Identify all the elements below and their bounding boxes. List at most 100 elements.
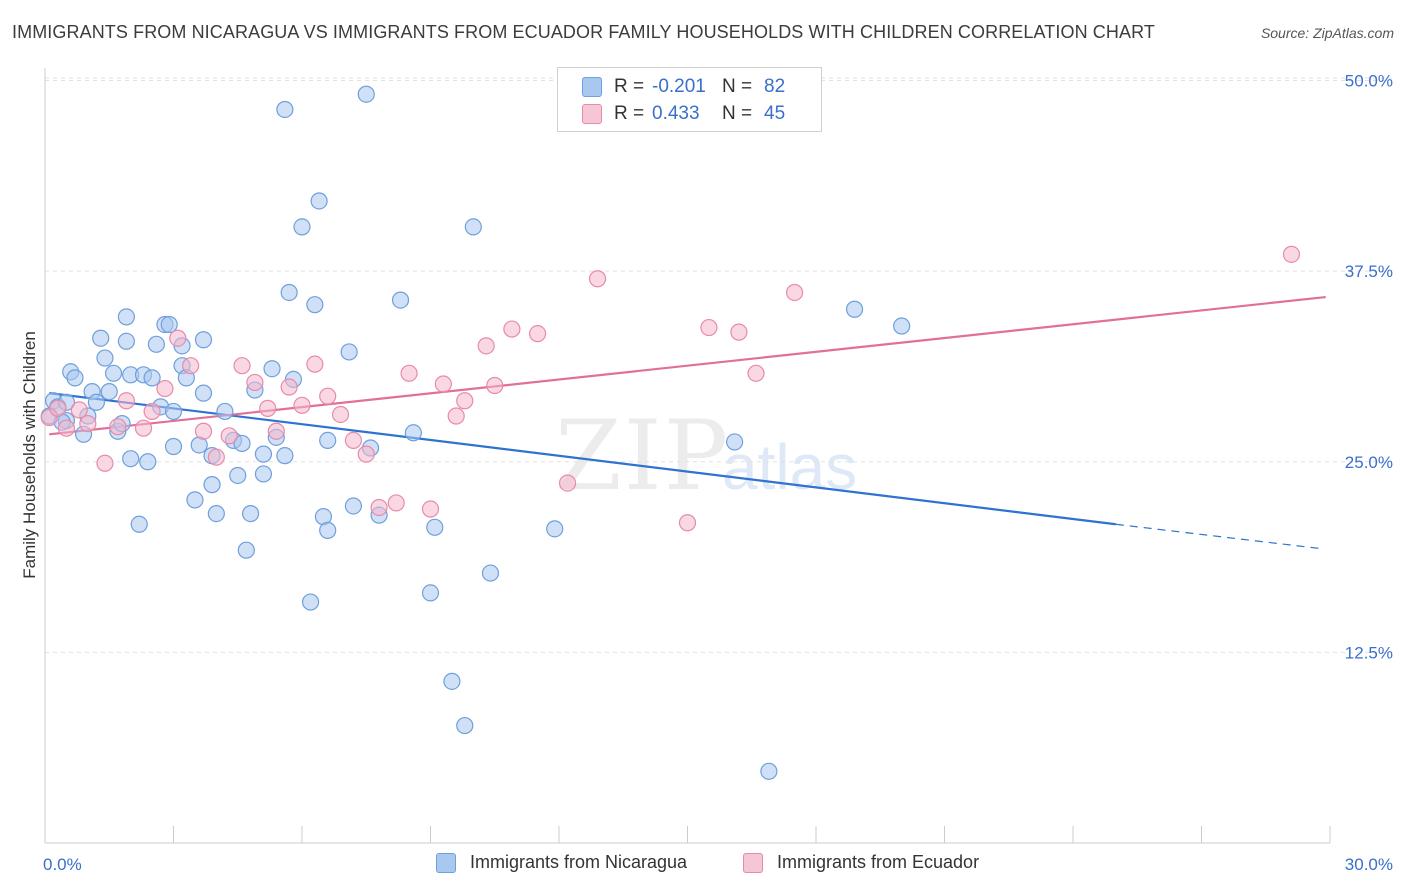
nicaragua-point (242, 504, 260, 523)
nicaragua-point (319, 521, 337, 539)
nicaragua-point (464, 218, 482, 236)
nicaragua-point (139, 453, 157, 471)
nicaragua-point (164, 437, 183, 456)
ecuador-point (267, 422, 285, 440)
legend-n-label: N = (722, 76, 753, 97)
ecuador-point (280, 378, 298, 396)
ecuador-point (169, 329, 187, 347)
nicaragua-point (306, 296, 324, 314)
ecuador-point (370, 498, 388, 517)
nicaragua-point (404, 424, 422, 442)
legend-r-label: R = (614, 103, 645, 124)
ecuador-point (246, 373, 264, 392)
ecuador-point (207, 448, 225, 466)
tick-labels: 12.5% 25.0% 37.5% 50.0% 0.0% 30.0% (43, 72, 1393, 875)
x-tick-label: 0.0% (43, 855, 82, 874)
nicaragua-point (254, 465, 273, 483)
nicaragua-point (194, 384, 213, 402)
nicaragua-point (340, 343, 358, 361)
legend-swatch-nicaragua (582, 77, 602, 97)
legend-row-ecuador: R = 0.433 N = 45 (582, 102, 785, 126)
axes (44, 68, 1331, 844)
nicaragua-point (117, 308, 135, 326)
nicaragua-point (66, 369, 84, 387)
series-legend-nicaragua: Immigrants from Nicaragua (436, 852, 687, 873)
nicaragua-point (301, 593, 320, 611)
nicaragua-point (130, 515, 148, 533)
ecuador-point (143, 402, 161, 421)
source-credit: Source: ZipAtlas.com (1260, 25, 1394, 41)
ecuador-point (785, 283, 804, 302)
nicaragua-point (216, 402, 234, 421)
ecuador-point (730, 323, 748, 341)
nicaragua-point (293, 218, 311, 236)
legend-row-nicaragua: R = -0.201 N = 82 (582, 75, 785, 99)
nicaragua-point (164, 402, 183, 421)
legend-r-value: 0.433 (652, 103, 700, 124)
ecuador-point (700, 318, 718, 337)
ecuador-point (486, 376, 504, 395)
nicaragua-point (893, 317, 911, 335)
ecuador-point (747, 364, 765, 382)
nicaragua-point (280, 283, 298, 302)
watermark-zip: ZIP (555, 400, 731, 512)
nicaragua-point (194, 331, 213, 349)
legend-r-value: -0.201 (652, 76, 706, 97)
nicaragua-point (845, 300, 864, 318)
nicaragua-point (87, 393, 106, 411)
ecuador-point (528, 325, 547, 343)
ecuador-point (293, 396, 311, 414)
nicaragua-point (92, 329, 110, 347)
nicaragua-point (276, 100, 294, 119)
ecuador-point (477, 337, 495, 355)
nicaragua-point (357, 85, 375, 103)
nicaragua-point (122, 450, 140, 468)
nicaragua-point (726, 433, 744, 451)
x-tick-label: 30.0% (1345, 855, 1393, 874)
ecuador-point (331, 405, 350, 424)
nicaragua-point (426, 518, 444, 536)
ecuador-point (220, 427, 238, 445)
ecuador-point (109, 418, 127, 436)
ecuador-point (1282, 245, 1301, 263)
ecuador-point (387, 494, 405, 512)
nicaragua-point (319, 431, 337, 449)
ecuador-point (96, 454, 114, 472)
nicaragua-point (186, 491, 204, 509)
nicaragua-point (481, 564, 500, 582)
nicaragua-point (96, 349, 114, 367)
nicaragua-point (254, 445, 273, 463)
nicaragua-point (117, 332, 135, 350)
nicaragua-point (160, 315, 178, 334)
nicaragua-point (203, 476, 221, 494)
ecuador-point (588, 270, 607, 288)
ecuador-point (79, 415, 97, 433)
ecuador-point (194, 422, 213, 440)
ecuador-point (156, 379, 174, 398)
ecuador-point (70, 401, 88, 419)
ecuador-point (319, 387, 337, 405)
nicaragua-trendline-extension (1115, 523, 1322, 550)
series-swatch-nicaragua (436, 852, 456, 873)
ecuador-point (57, 419, 76, 437)
y-tick-label: 50.0% (1345, 72, 1393, 91)
data-points (40, 85, 1301, 780)
nicaragua-point (443, 672, 461, 690)
nicaragua-point (143, 369, 161, 387)
ecuador-point (447, 407, 465, 425)
legend-swatch-ecuador (582, 104, 602, 124)
ecuador-point (400, 364, 418, 382)
ecuador-point (344, 431, 362, 449)
ecuador-point (357, 445, 375, 463)
series-legend-ecuador: Immigrants from Ecuador (743, 852, 979, 873)
y-axis-label: Family Households with Children (20, 331, 39, 579)
correlation-legend: R = -0.201 N = 82 R = 0.433 N = 45 (557, 67, 822, 132)
legend-n-value: 45 (764, 103, 786, 124)
ecuador-point (233, 357, 251, 375)
nicaragua-point (233, 434, 251, 453)
ecuador-point (503, 320, 521, 338)
trend-lines (49, 295, 1326, 550)
nicaragua-point (237, 541, 255, 559)
nicaragua-point (344, 497, 362, 515)
chart-title: IMMIGRANTS FROM NICARAGUA VS IMMIGRANTS … (12, 22, 1155, 42)
